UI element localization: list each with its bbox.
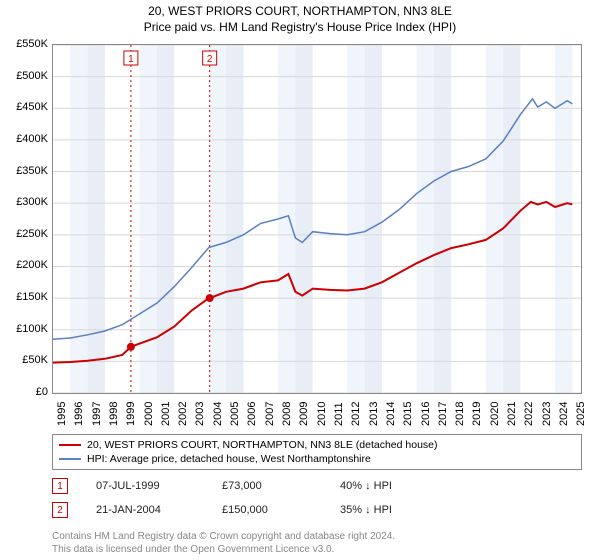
y-tick-label: £500K bbox=[16, 70, 48, 82]
x-tick-label: 2023 bbox=[541, 402, 553, 426]
x-tick-label: 2002 bbox=[177, 402, 189, 426]
x-tick-label: 2011 bbox=[333, 402, 345, 426]
chart-titles: 20, WEST PRIORS COURT, NORTHAMPTON, NN3 … bbox=[0, 0, 600, 34]
sale-row-1: 1 07-JUL-1999 £73,000 40% ↓ HPI bbox=[52, 478, 582, 494]
sale-marker-1-num: 1 bbox=[57, 481, 63, 492]
y-tick-label: £400K bbox=[16, 133, 48, 145]
y-tick-label: £100K bbox=[16, 323, 48, 335]
title-subtitle: Price paid vs. HM Land Registry's House … bbox=[0, 20, 600, 34]
y-tick-label: £250K bbox=[16, 228, 48, 240]
x-tick-label: 2020 bbox=[489, 402, 501, 426]
x-tick-label: 2018 bbox=[454, 402, 466, 426]
x-tick-label: 1996 bbox=[73, 402, 85, 426]
sale-marker-2-num: 2 bbox=[57, 505, 63, 516]
x-tick-label: 2004 bbox=[212, 402, 224, 426]
x-tick-label: 2024 bbox=[558, 402, 570, 426]
x-tick-label: 2009 bbox=[298, 402, 310, 426]
sale-1-hpi: 40% ↓ HPI bbox=[340, 480, 392, 492]
sale-2-hpi: 35% ↓ HPI bbox=[340, 504, 392, 516]
x-tick-label: 1998 bbox=[108, 402, 120, 426]
x-tick-label: 1997 bbox=[91, 402, 103, 426]
x-tick-label: 2013 bbox=[368, 402, 380, 426]
legend-row: 20, WEST PRIORS COURT, NORTHAMPTON, NN3 … bbox=[59, 438, 575, 452]
svg-text:1: 1 bbox=[128, 54, 134, 65]
x-tick-label: 2007 bbox=[264, 402, 276, 426]
sale-1-date: 07-JUL-1999 bbox=[96, 480, 194, 492]
chart-svg: 12 bbox=[53, 45, 581, 393]
x-tick-label: 2022 bbox=[523, 402, 535, 426]
x-tick-label: 2012 bbox=[350, 402, 362, 426]
x-tick-label: 2015 bbox=[402, 402, 414, 426]
x-tick-label: 2003 bbox=[194, 402, 206, 426]
attribution: Contains HM Land Registry data © Crown c… bbox=[52, 531, 395, 556]
x-tick-label: 2025 bbox=[575, 402, 587, 426]
attribution-line1: Contains HM Land Registry data © Crown c… bbox=[52, 531, 395, 544]
attribution-line2: This data is licensed under the Open Gov… bbox=[52, 544, 395, 557]
legend-label-price: 20, WEST PRIORS COURT, NORTHAMPTON, NN3 … bbox=[87, 439, 438, 451]
chart-container: 20, WEST PRIORS COURT, NORTHAMPTON, NN3 … bbox=[0, 0, 600, 560]
x-tick-label: 2014 bbox=[385, 402, 397, 426]
legend-row: HPI: Average price, detached house, West… bbox=[59, 452, 575, 466]
y-tick-label: £50K bbox=[22, 354, 48, 366]
y-tick-label: £0 bbox=[36, 386, 48, 398]
sale-1-price: £73,000 bbox=[222, 480, 312, 492]
y-tick-label: £450K bbox=[16, 101, 48, 113]
x-tick-label: 2021 bbox=[506, 402, 518, 426]
legend-swatch-price bbox=[59, 444, 81, 446]
x-tick-label: 2005 bbox=[229, 402, 241, 426]
x-tick-label: 1995 bbox=[56, 402, 68, 426]
svg-text:2: 2 bbox=[207, 54, 213, 65]
x-tick-label: 2017 bbox=[437, 402, 449, 426]
legend: 20, WEST PRIORS COURT, NORTHAMPTON, NN3 … bbox=[52, 434, 582, 470]
x-tick-label: 2016 bbox=[420, 402, 432, 426]
y-tick-label: £300K bbox=[16, 196, 48, 208]
y-tick-label: £550K bbox=[16, 38, 48, 50]
legend-swatch-hpi bbox=[59, 458, 81, 460]
x-tick-label: 2019 bbox=[471, 402, 483, 426]
x-tick-label: 2000 bbox=[143, 402, 155, 426]
sale-2-price: £150,000 bbox=[222, 504, 312, 516]
y-tick-label: £200K bbox=[16, 259, 48, 271]
x-tick-label: 2008 bbox=[281, 402, 293, 426]
sale-2-date: 21-JAN-2004 bbox=[96, 504, 194, 516]
y-tick-label: £150K bbox=[16, 291, 48, 303]
sale-marker-2: 2 bbox=[52, 502, 68, 518]
legend-label-hpi: HPI: Average price, detached house, West… bbox=[87, 453, 371, 465]
x-tick-label: 2006 bbox=[246, 402, 258, 426]
plot-area: 12 bbox=[52, 44, 582, 394]
sale-marker-1: 1 bbox=[52, 478, 68, 494]
x-tick-label: 1999 bbox=[125, 402, 137, 426]
title-address: 20, WEST PRIORS COURT, NORTHAMPTON, NN3 … bbox=[0, 4, 600, 18]
y-tick-label: £350K bbox=[16, 165, 48, 177]
sale-row-2: 2 21-JAN-2004 £150,000 35% ↓ HPI bbox=[52, 502, 582, 518]
x-tick-label: 2001 bbox=[160, 402, 172, 426]
x-tick-label: 2010 bbox=[316, 402, 328, 426]
